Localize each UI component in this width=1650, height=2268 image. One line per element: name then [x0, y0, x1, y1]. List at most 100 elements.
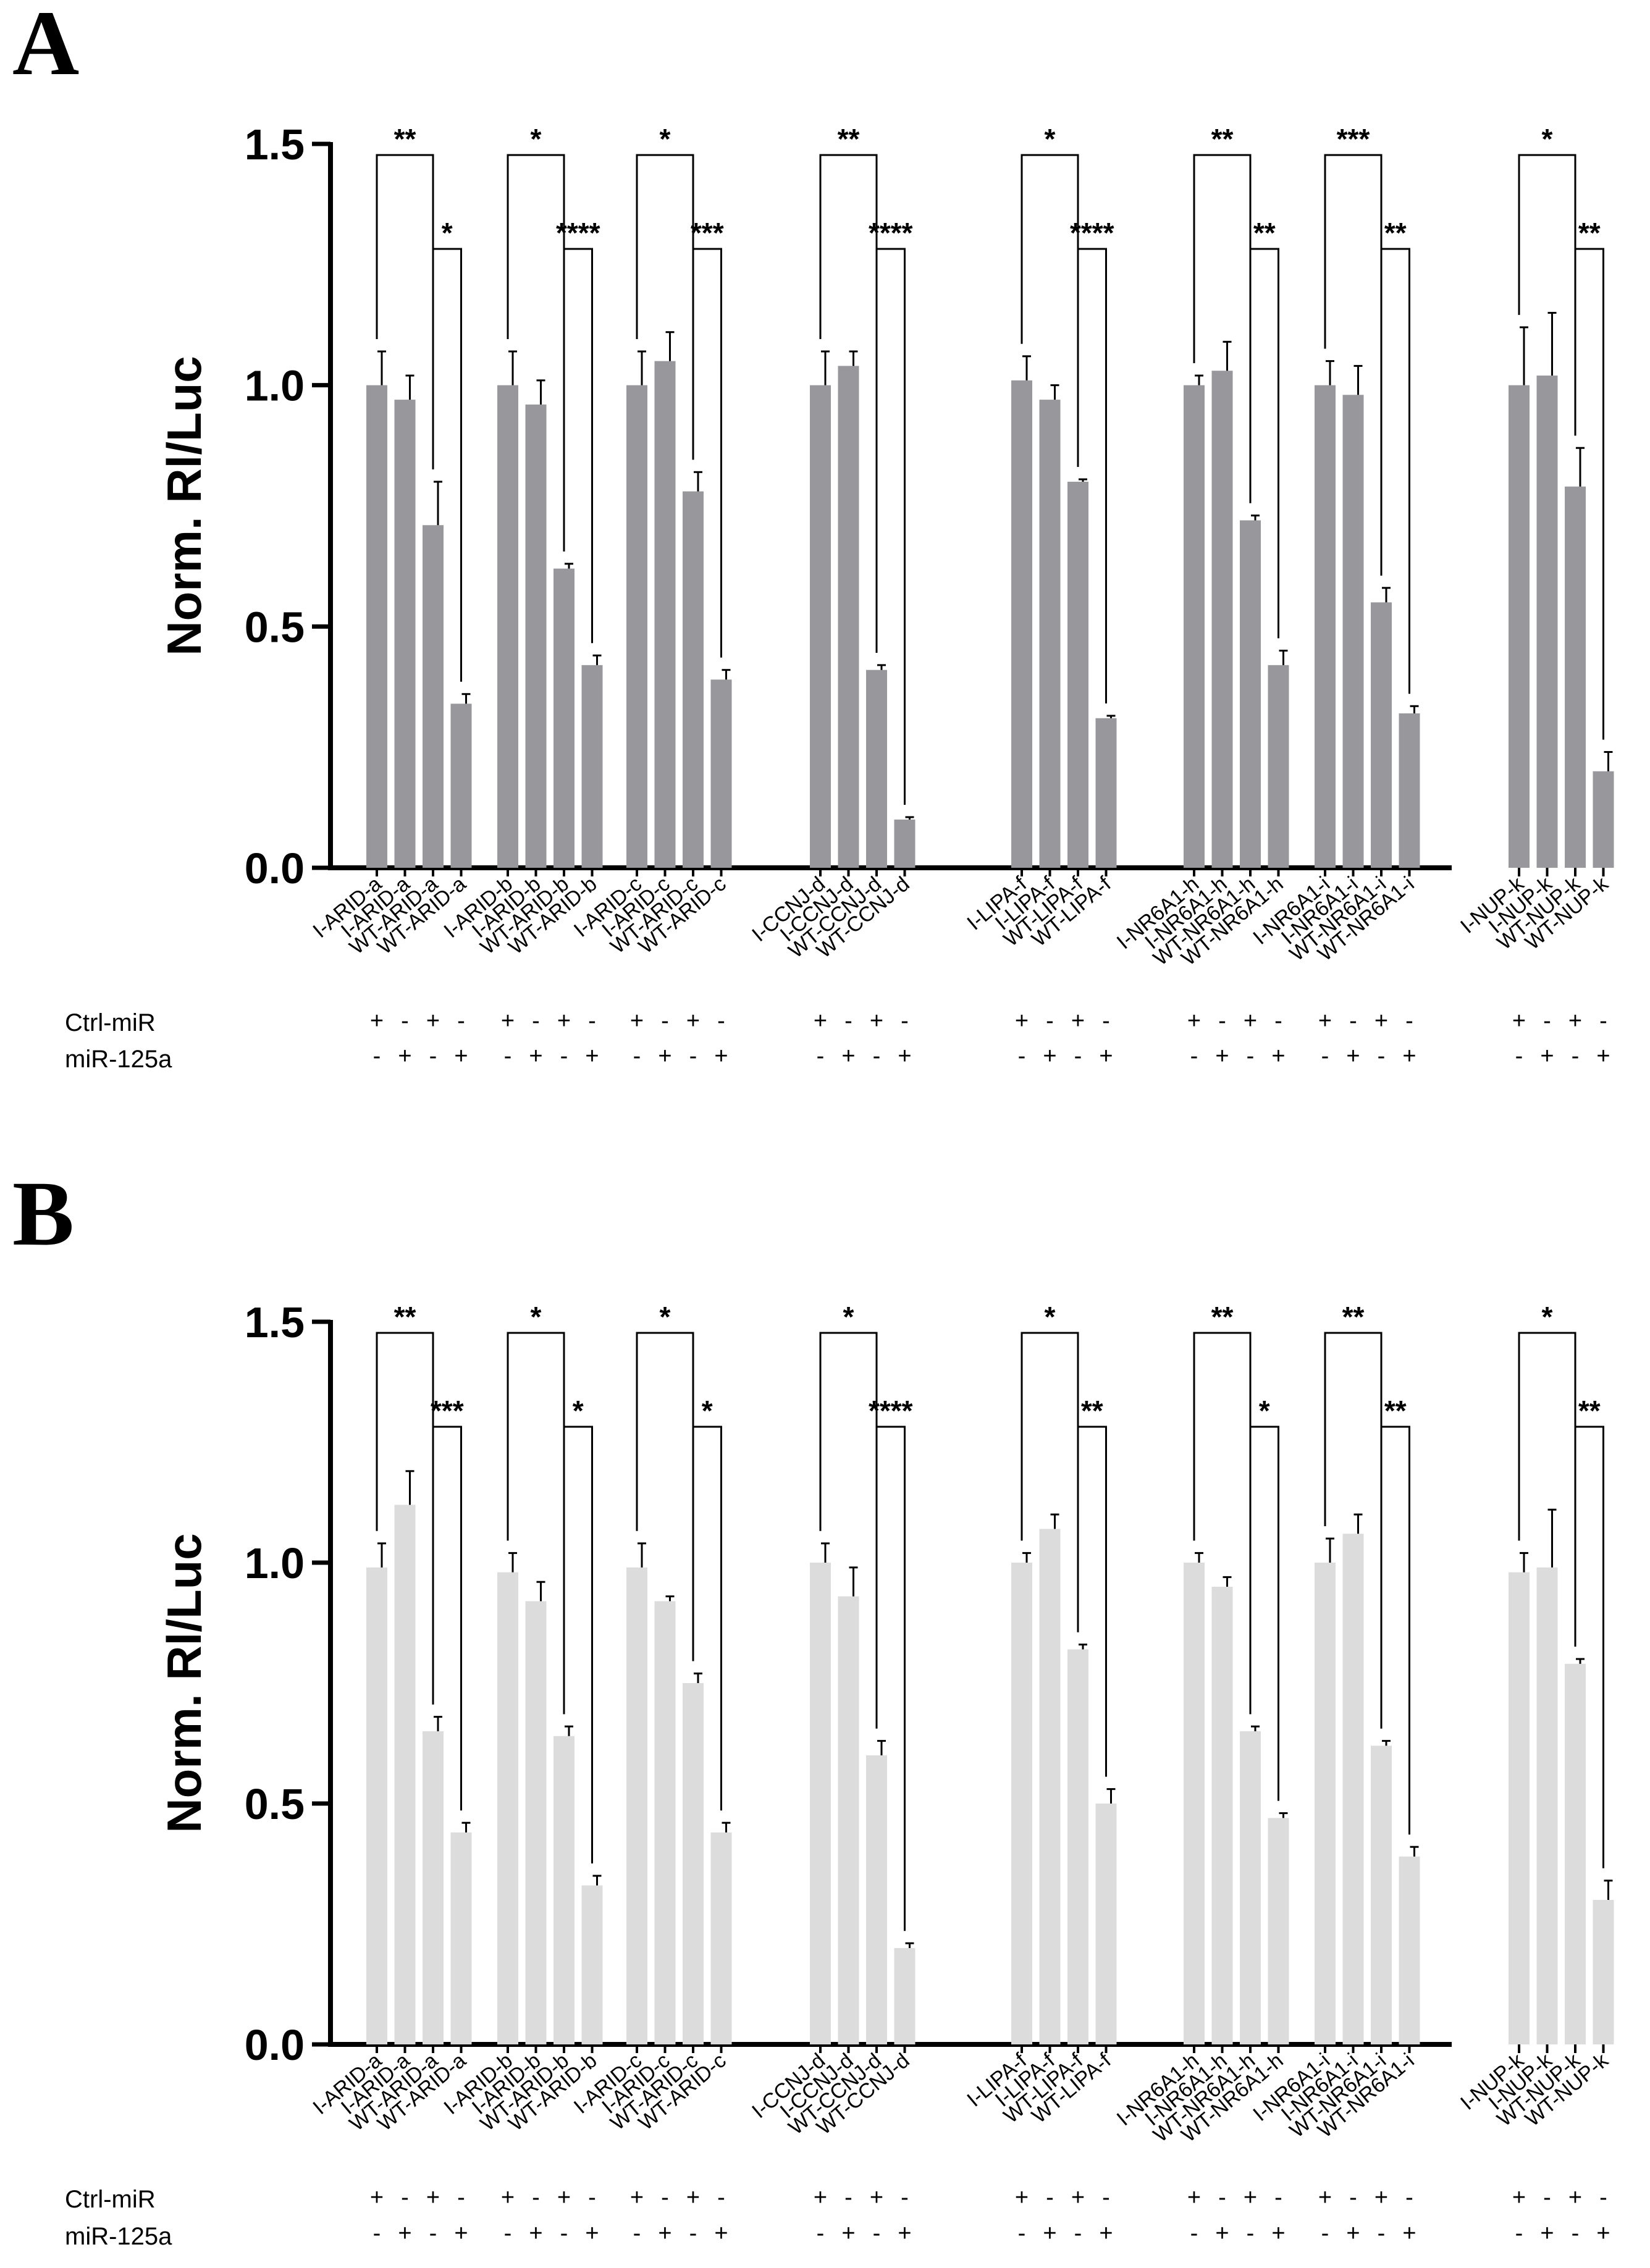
significance-bracket [875, 248, 906, 805]
y-tick-label: 0.5 [245, 1780, 305, 1828]
mir-125a-sign: - [1515, 1043, 1523, 1069]
y-tick-label: 1.0 [245, 362, 305, 410]
bar [450, 1832, 472, 2044]
mir-125a-sign: + [529, 2220, 542, 2246]
significance-label: **** [869, 217, 913, 249]
significance-label: **** [869, 1395, 913, 1427]
ctrl-mir-sign: - [588, 1008, 596, 1034]
bar [581, 1885, 603, 2044]
bar [810, 1563, 831, 2044]
ctrl-mir-sign: - [1046, 1008, 1054, 1034]
ctrl-mir-sign: - [1218, 2185, 1226, 2211]
ctrl-mir-sign: - [401, 2185, 409, 2211]
bar [525, 1601, 547, 2044]
ctrl-mir-sign: + [1187, 1008, 1201, 1034]
ctrl-mir-sign: + [870, 2185, 883, 2211]
significance-label: ** [1384, 1395, 1407, 1427]
y-axis-label: Norm. Rl/Luc [157, 1533, 211, 1833]
ctrl-mir-sign: - [717, 2185, 725, 2211]
y-tick-label: 1.5 [245, 120, 305, 169]
mir-125a-sign: - [633, 2220, 641, 2246]
ctrl-mir-sign: + [1187, 2185, 1201, 2211]
bar [1240, 520, 1261, 868]
mir-125a-sign: + [1596, 2220, 1610, 2246]
significance-label: ** [1081, 1395, 1103, 1427]
significance-bracket [1574, 248, 1604, 740]
mir-125a-sign: + [714, 1043, 728, 1069]
bar [838, 366, 859, 868]
mir-125a-sign: - [1247, 2220, 1255, 2246]
ctrl-mir-sign: - [1543, 2185, 1551, 2211]
mir-125a-sign: + [454, 2220, 468, 2246]
bar [554, 568, 575, 868]
mir-125a-sign: - [873, 1043, 881, 1069]
bar [1240, 1731, 1261, 2044]
ctrl-mir-sign: - [717, 1008, 725, 1034]
ctrl-mir-sign: + [370, 2185, 384, 2211]
bar [1536, 1567, 1558, 2044]
significance-label: *** [431, 1395, 464, 1427]
significance-label: * [531, 1301, 542, 1333]
bar [1593, 771, 1614, 868]
mir-125a-sign: + [529, 1043, 542, 1069]
ctrl-mir-sign: - [532, 1008, 540, 1034]
bar [654, 1601, 676, 2044]
significance-bracket [1574, 1426, 1604, 1868]
bar [1184, 1563, 1205, 2044]
significance-label: * [573, 1395, 584, 1427]
bar [366, 385, 387, 868]
ctrl-mir-sign: + [501, 2185, 515, 2211]
bar [1342, 395, 1364, 868]
ctrl-mir-sign: + [1512, 2185, 1526, 2211]
bar [423, 525, 444, 868]
ctrl-mir-sign: + [1244, 2185, 1257, 2211]
mir-125a-sign: + [1271, 1043, 1285, 1069]
significance-label: ** [1211, 1301, 1234, 1333]
significance-bracket [1380, 1426, 1410, 1835]
ctrl-mir-sign: + [1015, 2185, 1029, 2211]
mir-125a-sign: - [429, 1043, 437, 1069]
mir-125a-sign: - [429, 2220, 437, 2246]
ctrl-mir-sign: + [370, 1008, 384, 1034]
significance-label: ** [1253, 217, 1276, 249]
ctrl-mir-sign: - [901, 1008, 909, 1034]
panel-letter: B [12, 1162, 74, 1265]
bar [1509, 385, 1530, 868]
row-label-ctrl-mir: Ctrl-miR [65, 1009, 156, 1036]
mir-125a-sign: + [1346, 2220, 1360, 2246]
ctrl-mir-sign: - [1046, 2185, 1054, 2211]
ctrl-mir-sign: - [1218, 1008, 1226, 1034]
bar [1039, 400, 1061, 868]
significance-bracket [563, 1426, 593, 1863]
mir-125a-sign: - [1074, 1043, 1082, 1069]
ctrl-mir-sign: + [1512, 1008, 1526, 1034]
ctrl-mir-sign: + [1071, 2185, 1085, 2211]
ctrl-mir-sign: + [557, 1008, 571, 1034]
bar [894, 819, 915, 868]
mir-125a-sign: - [1378, 2220, 1386, 2246]
y-tick-label: 1.0 [245, 1539, 305, 1587]
bar [423, 1731, 444, 2044]
ctrl-mir-sign: + [1071, 1008, 1085, 1034]
ctrl-mir-sign: + [1244, 1008, 1257, 1034]
bar [1371, 1745, 1392, 2044]
ctrl-mir-sign: - [1349, 1008, 1357, 1034]
mir-125a-sign: + [1099, 2220, 1113, 2246]
bar [394, 1505, 416, 2044]
ctrl-mir-sign: - [661, 2185, 669, 2211]
significance-label: ** [1578, 217, 1601, 249]
ctrl-mir-sign: - [588, 2185, 596, 2211]
mir-125a-sign: + [398, 2220, 411, 2246]
bar [366, 1567, 387, 2044]
row-label-ctrl-mir: Ctrl-miR [65, 2186, 156, 2213]
significance-bracket [1249, 248, 1279, 639]
mir-125a-sign: + [398, 1043, 411, 1069]
significance-label: * [1045, 1301, 1056, 1333]
bar [554, 1736, 575, 2044]
bar [525, 404, 547, 868]
mir-125a-sign: - [373, 1043, 381, 1069]
mir-125a-sign: - [1572, 2220, 1580, 2246]
ctrl-mir-sign: - [1349, 2185, 1357, 2211]
bar [1067, 481, 1088, 868]
